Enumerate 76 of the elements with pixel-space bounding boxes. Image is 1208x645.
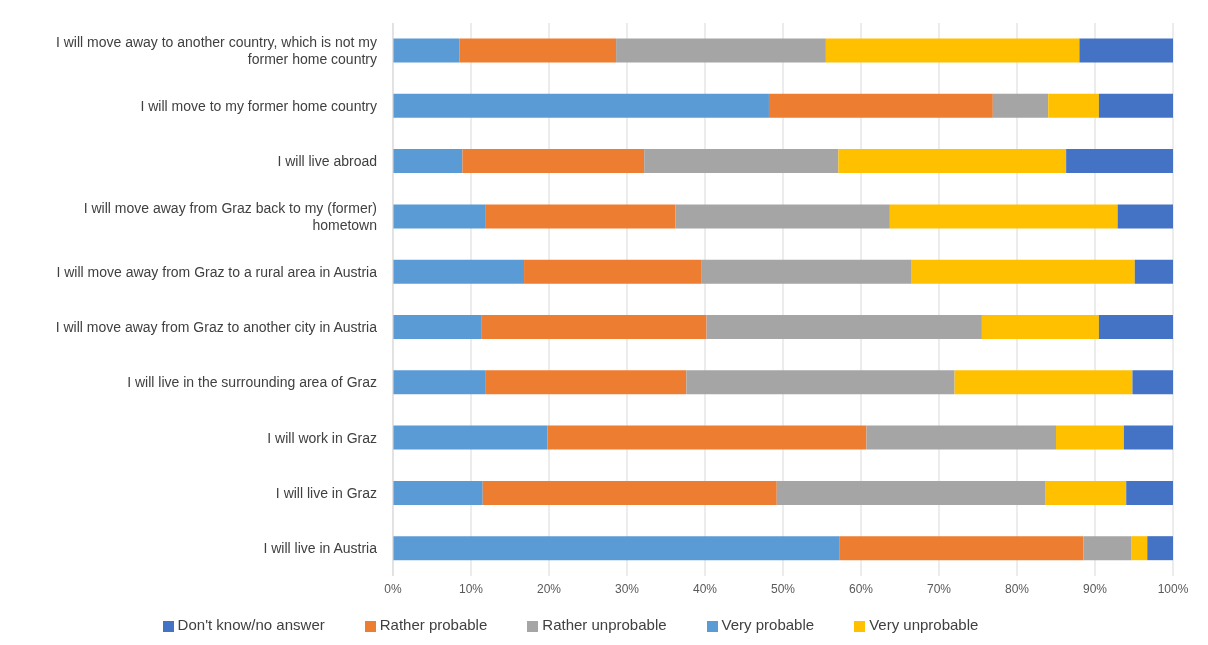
y-tick-label: I will move away from Graz to a rural area in Austria bbox=[56, 263, 378, 280]
bar bbox=[839, 536, 1084, 561]
bar bbox=[393, 370, 486, 395]
bar bbox=[393, 536, 840, 561]
bar bbox=[1123, 425, 1173, 450]
x-tick-label: 0% bbox=[384, 581, 402, 596]
bar bbox=[393, 204, 486, 229]
legend-label: Very probable bbox=[721, 616, 815, 633]
bar bbox=[485, 204, 676, 229]
bar bbox=[954, 370, 1133, 395]
bar bbox=[1066, 149, 1173, 174]
bar bbox=[1147, 536, 1173, 561]
y-tick-label: I will work in Graz bbox=[267, 429, 377, 446]
bar bbox=[1098, 93, 1173, 118]
x-tick-label: 20% bbox=[536, 581, 562, 596]
y-tick-label: I will live in Austria bbox=[263, 540, 378, 557]
x-tick-label: 100% bbox=[1157, 581, 1189, 596]
bar bbox=[462, 149, 645, 174]
bar bbox=[838, 149, 1067, 174]
bar bbox=[485, 370, 687, 395]
bar bbox=[481, 314, 707, 339]
x-tick-label: 10% bbox=[458, 581, 484, 596]
bar bbox=[393, 38, 460, 63]
bar bbox=[616, 38, 826, 63]
bar bbox=[889, 204, 1118, 229]
x-tick-label: 50% bbox=[770, 581, 796, 596]
bar bbox=[1048, 93, 1099, 118]
bar bbox=[1098, 314, 1173, 339]
bar bbox=[547, 425, 867, 450]
bar bbox=[482, 480, 777, 505]
legend-label: Very unprobable bbox=[869, 616, 979, 633]
legend-label: Rather unprobable bbox=[542, 616, 667, 633]
bar bbox=[1134, 259, 1173, 284]
bar bbox=[393, 314, 482, 339]
bar bbox=[1132, 370, 1173, 395]
bar bbox=[911, 259, 1135, 284]
x-tick-label: 80% bbox=[1004, 581, 1030, 596]
bar bbox=[825, 38, 1080, 63]
bar bbox=[981, 314, 1099, 339]
bar bbox=[686, 370, 955, 395]
bar bbox=[393, 149, 463, 174]
x-tick-label: 60% bbox=[848, 581, 874, 596]
bar bbox=[524, 259, 702, 284]
bar bbox=[459, 38, 617, 63]
bar bbox=[866, 425, 1056, 450]
bar bbox=[706, 314, 982, 339]
bar bbox=[1126, 480, 1173, 505]
legend-label: Rather probable bbox=[379, 616, 488, 633]
bar bbox=[393, 425, 548, 450]
bar bbox=[393, 259, 525, 284]
bar bbox=[1079, 38, 1173, 63]
y-tick-label: I will live abroad bbox=[277, 153, 377, 170]
bar bbox=[992, 93, 1049, 118]
bar bbox=[701, 259, 912, 284]
bar bbox=[1056, 425, 1124, 450]
y-tick-label: I will live in Graz bbox=[275, 484, 377, 501]
bar bbox=[393, 93, 769, 118]
bar bbox=[1131, 536, 1148, 561]
bar bbox=[1045, 480, 1127, 505]
bar bbox=[1117, 204, 1173, 229]
y-tick-label: I will live in the surrounding area of Graz bbox=[127, 374, 377, 391]
legend-label: Don't know/no answer bbox=[177, 616, 325, 633]
bar bbox=[644, 149, 839, 174]
bar bbox=[1083, 536, 1132, 561]
x-tick-label: 30% bbox=[614, 581, 640, 596]
bar bbox=[768, 93, 993, 118]
y-tick-label: I will move away from Graz to another city in Austria bbox=[55, 319, 378, 336]
y-tick-label: I will move away to another country, which is not my former home country bbox=[55, 34, 377, 68]
bar bbox=[675, 204, 890, 229]
bar bbox=[393, 480, 483, 505]
bar bbox=[776, 480, 1046, 505]
x-tick-label: 40% bbox=[692, 581, 718, 596]
y-tick-label: I will move to my former home country bbox=[140, 97, 377, 114]
x-tick-label: 70% bbox=[926, 581, 952, 596]
x-tick-label: 90% bbox=[1082, 581, 1108, 596]
y-tick-label: I will move away from Graz back to my (former) hometown bbox=[83, 199, 377, 233]
